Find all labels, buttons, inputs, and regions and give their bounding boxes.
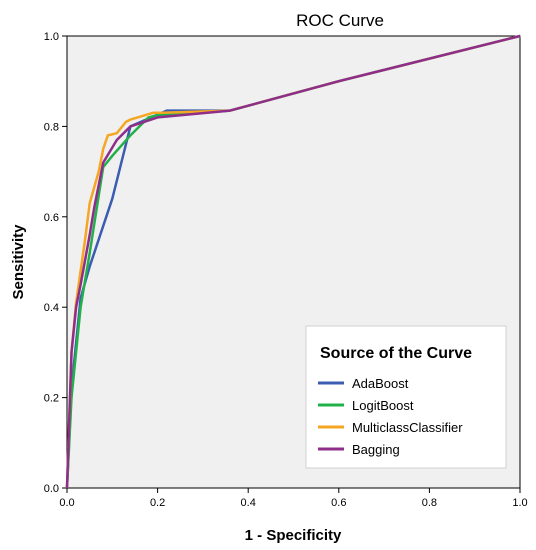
series-line-multiclassclassifier <box>65 34 521 489</box>
y-tick-label: 0.4 <box>44 302 59 314</box>
y-axis-title: Sensitivity <box>10 224 27 300</box>
legend-title: Source of the Curve <box>320 345 472 362</box>
legend: Source of the Curve AdaBoost LogitBoost Mu… <box>305 325 507 469</box>
y-tick-label: 0.6 <box>44 212 59 224</box>
x-tick-label: 1.0 <box>512 497 527 509</box>
legend-label: Bagging <box>352 442 400 457</box>
x-tick-label: 0.8 <box>422 497 437 509</box>
series-group <box>65 34 521 489</box>
chart-title: ROC Curve <box>296 11 384 30</box>
x-tick-label: 0.2 <box>150 497 165 509</box>
x-axis-title: 1 - Specificity <box>245 527 342 544</box>
x-tick-label: 0.0 <box>59 497 74 509</box>
legend-box <box>305 325 507 469</box>
y-tick-label: 1.0 <box>44 31 59 43</box>
legend-label: AdaBoost <box>352 376 409 391</box>
x-tick-label: 0.6 <box>331 497 346 509</box>
legend-label: LogitBoost <box>352 398 414 413</box>
y-tick-label: 0.0 <box>44 483 59 495</box>
axis-ticks: 0.0 0.2 0.4 0.6 0.8 1.0 0.0 0.2 0.4 0.6 0.8 1.0 <box>44 31 528 509</box>
series-line-bagging <box>65 34 521 489</box>
y-tick-label: 0.2 <box>44 393 59 405</box>
legend-label: MulticlassClassifier <box>352 420 463 435</box>
y-tick-label: 0.8 <box>44 121 59 133</box>
x-tick-label: 0.4 <box>241 497 256 509</box>
